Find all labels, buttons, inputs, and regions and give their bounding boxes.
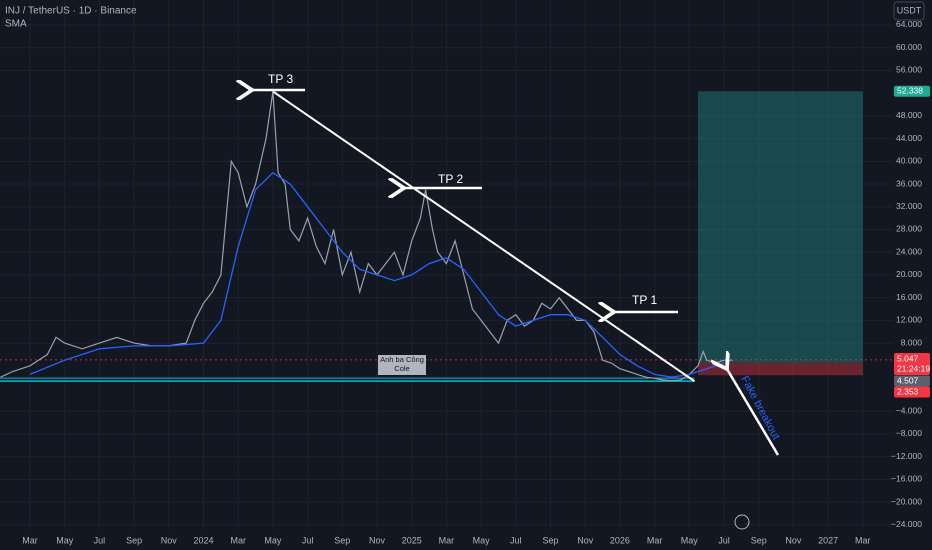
y-tick-label: 16.000 bbox=[896, 292, 922, 302]
x-tick-label: Nov bbox=[785, 535, 802, 545]
y-tick-label: 56.000 bbox=[896, 65, 922, 75]
currency-box[interactable] bbox=[893, 1, 925, 21]
y-tick-label: 20.000 bbox=[896, 269, 922, 279]
price-line bbox=[0, 91, 733, 382]
x-tick-label: Sep bbox=[334, 535, 350, 545]
x-tick-label: Nov bbox=[577, 535, 594, 545]
stop-zone bbox=[697, 362, 863, 376]
sma-line bbox=[29, 171, 725, 378]
x-tick-label: Nov bbox=[161, 535, 178, 545]
price-tag bbox=[894, 386, 930, 398]
x-tick-label: Mar bbox=[230, 535, 246, 545]
trendline bbox=[272, 90, 696, 382]
x-tick-label: Mar bbox=[439, 535, 455, 545]
price-tag bbox=[894, 353, 930, 375]
y-tick-label: 36.000 bbox=[896, 178, 922, 188]
tp1-label: TP 1 bbox=[632, 293, 657, 307]
y-tick-label: −16.000 bbox=[891, 474, 922, 484]
tp3-label: TP 3 bbox=[268, 72, 293, 86]
breakout-arrow bbox=[727, 369, 780, 456]
breakout-label: Fake breakout bbox=[738, 374, 782, 442]
price-tag-label: 5.047 bbox=[897, 353, 919, 363]
x-tick-label: Sep bbox=[543, 535, 559, 545]
price-tag bbox=[894, 375, 930, 387]
note-line: Cole bbox=[394, 364, 409, 373]
y-tick-label: −12.000 bbox=[891, 451, 922, 461]
y-tick-label: 32.000 bbox=[896, 201, 922, 211]
x-tick-label: Sep bbox=[751, 535, 767, 545]
x-tick-label: 2024 bbox=[193, 535, 213, 545]
y-tick-label: 28.000 bbox=[896, 224, 922, 234]
x-tick-label: Jul bbox=[510, 535, 522, 545]
x-tick-label: May bbox=[473, 535, 491, 545]
y-tick-label: −20.000 bbox=[891, 496, 922, 506]
x-tick-label: Mar bbox=[855, 535, 871, 545]
currency-label: USDT bbox=[897, 5, 922, 15]
y-tick-label: 40.000 bbox=[896, 156, 922, 166]
note-line: Anh ba Công bbox=[380, 355, 424, 364]
x-tick-label: May bbox=[681, 535, 699, 545]
price-tag-label: 52.338 bbox=[897, 85, 923, 95]
x-tick-label: Mar bbox=[647, 535, 663, 545]
x-tick-label: 2025 bbox=[402, 535, 422, 545]
y-tick-label: −4.000 bbox=[896, 406, 923, 416]
y-tick-label: 64.000 bbox=[896, 19, 922, 29]
x-tick-label: Mar bbox=[22, 535, 38, 545]
y-tick-label: 8.000 bbox=[901, 337, 923, 347]
countdown-label: 21:24:19 bbox=[897, 363, 930, 373]
price-tag bbox=[894, 85, 930, 97]
price-tag-label: 4.507 bbox=[897, 375, 919, 385]
x-tick-label: 2027 bbox=[818, 535, 838, 545]
y-tick-label: −8.000 bbox=[896, 428, 923, 438]
indicator-label: SMA bbox=[5, 19, 27, 30]
x-tick-label: 2026 bbox=[610, 535, 630, 545]
x-tick-label: Jul bbox=[302, 535, 314, 545]
x-tick-label: Jul bbox=[718, 535, 730, 545]
event-icon[interactable] bbox=[734, 514, 750, 530]
x-tick-label: Nov bbox=[369, 535, 386, 545]
x-tick-label: May bbox=[264, 535, 282, 545]
y-tick-label: −24.000 bbox=[891, 519, 922, 529]
target-zone bbox=[697, 91, 863, 363]
price-tag-label: 2.353 bbox=[897, 386, 919, 396]
x-tick-label: May bbox=[56, 535, 74, 545]
x-tick-label: Jul bbox=[94, 535, 106, 545]
y-tick-label: 48.000 bbox=[896, 110, 922, 120]
y-tick-label: 44.000 bbox=[896, 133, 922, 143]
tp2-label: TP 2 bbox=[438, 172, 463, 186]
y-tick-label: 12.000 bbox=[896, 315, 922, 325]
note-box bbox=[378, 355, 426, 375]
y-tick-label: 60.000 bbox=[896, 42, 922, 52]
x-tick-label: Sep bbox=[126, 535, 142, 545]
y-tick-label: 24.000 bbox=[896, 246, 922, 256]
symbol-title: INJ / TetherUS · 1D · Binance bbox=[5, 6, 137, 17]
